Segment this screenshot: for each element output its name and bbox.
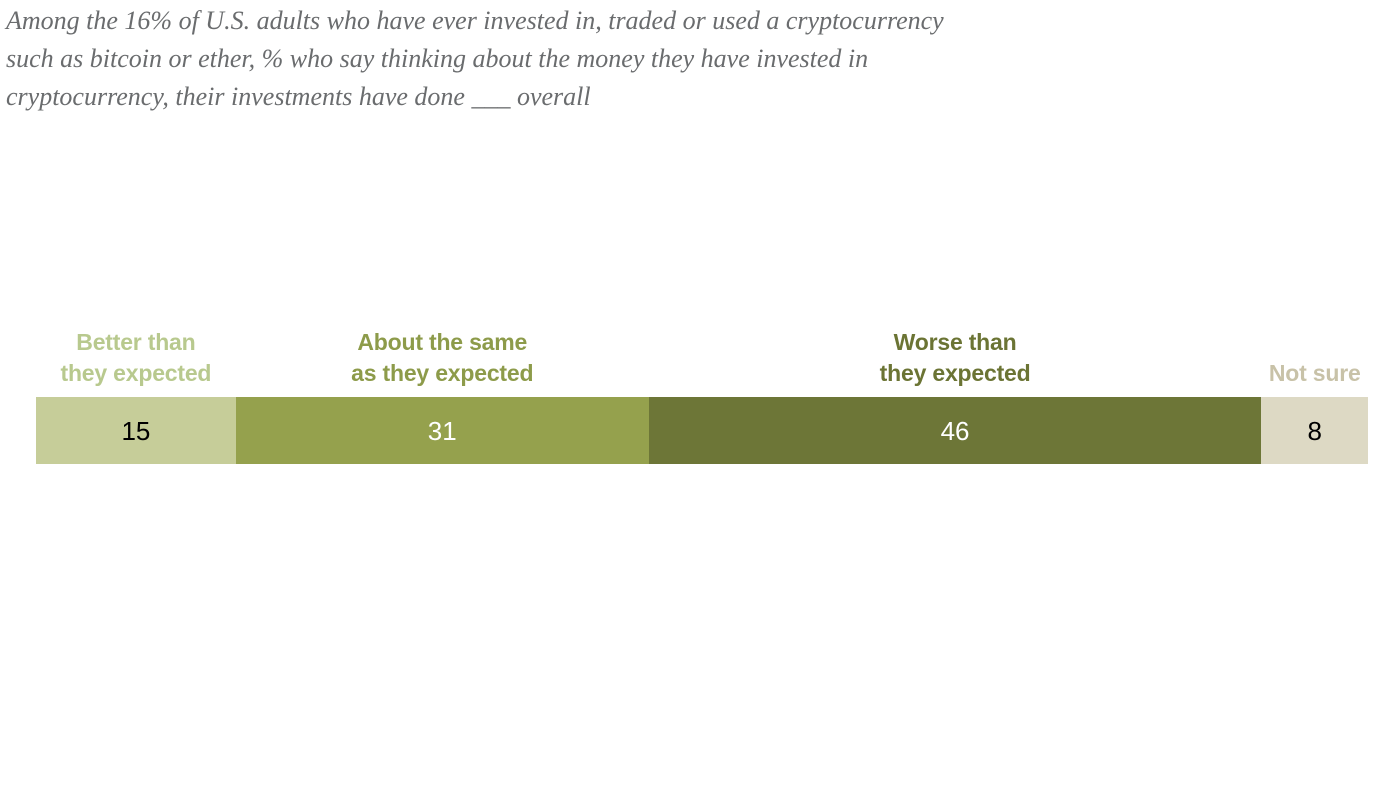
segment-value-label: 15	[121, 415, 151, 446]
bar-segment: 46	[648, 397, 1262, 464]
category-label: Worse than they expected	[879, 329, 1031, 386]
bar-segment: 31	[235, 397, 649, 464]
category-label: Not sure	[1268, 360, 1361, 386]
stacked-bar: 15 31 46 8	[36, 397, 1368, 464]
bar-segment: 15	[36, 397, 236, 464]
segment-value-label: 46	[940, 415, 970, 446]
chart-title: Among the 16% of U.S. adults who have ev…	[6, 6, 944, 111]
category-label: About the same as they expected	[351, 329, 534, 386]
segment-value-label: 31	[427, 415, 457, 446]
category-label: Better than they expected	[60, 329, 212, 386]
segment-value-label: 8	[1307, 415, 1322, 446]
category-labels-row: Better than they expected About the same …	[36, 326, 1368, 389]
bar-segment: 8	[1261, 397, 1368, 464]
